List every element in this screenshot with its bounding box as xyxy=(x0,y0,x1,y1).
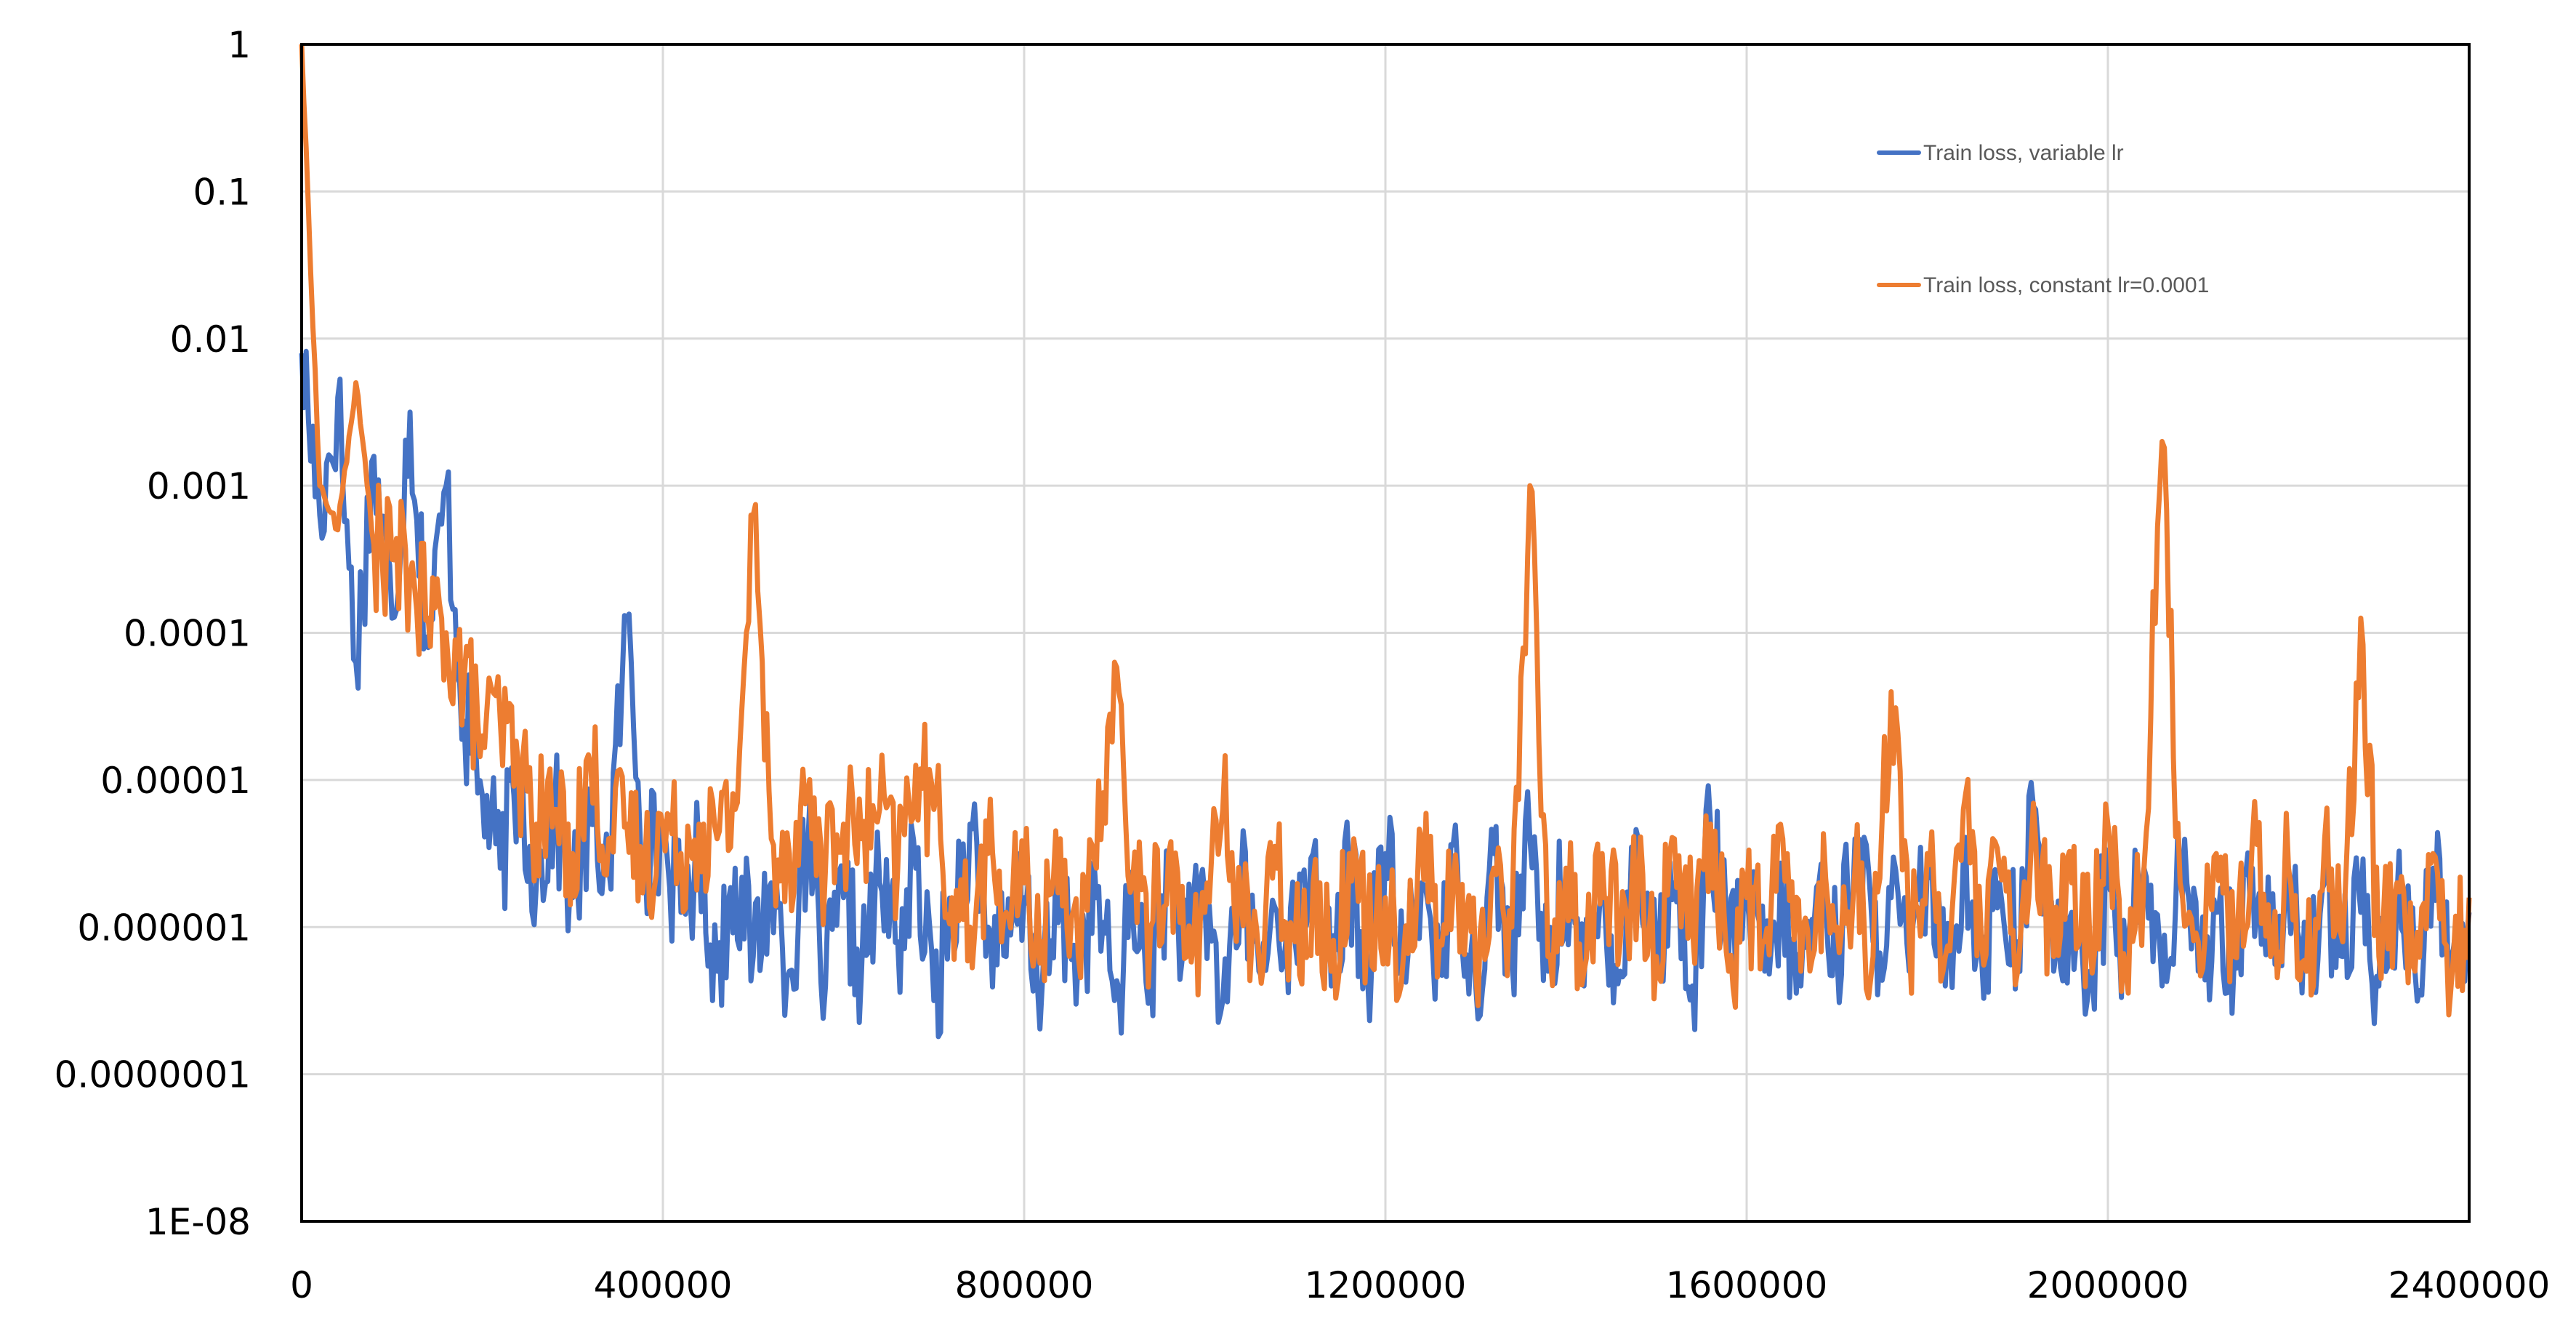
legend-item-constant-lr[interactable]: Train loss, constant lr=0.0001 xyxy=(1877,273,2209,297)
y-tick-label: 1E-08 xyxy=(145,1201,251,1243)
x-tick-label: 2400000 xyxy=(2388,1264,2551,1306)
legend-item-variable-lr[interactable]: Train loss, variable lr xyxy=(1877,141,2124,165)
y-tick-label: 0.000001 xyxy=(77,907,251,949)
y-tick-label: 0.0000001 xyxy=(55,1054,251,1096)
y-tick-label: 0.00001 xyxy=(100,760,251,802)
legend-label-constant-lr: Train loss, constant lr=0.0001 xyxy=(1923,273,2209,297)
x-tick-label: 2000000 xyxy=(2027,1264,2189,1306)
x-tick-label: 800000 xyxy=(955,1264,1094,1306)
x-tick-label: 1600000 xyxy=(1666,1264,1828,1306)
series-constant-lr-line xyxy=(299,44,2472,1018)
x-tick-label: 400000 xyxy=(594,1264,733,1306)
x-axis-ticks: 0 400000 800000 1200000 1600000 2000000 240000… xyxy=(290,1264,2550,1306)
x-tick-label: 0 xyxy=(290,1264,313,1306)
legend: Train loss, variable lr Train loss, cons… xyxy=(1877,141,2209,297)
y-tick-label: 0.01 xyxy=(170,318,251,361)
gridlines xyxy=(300,43,2471,1223)
series-layer xyxy=(299,44,2472,1040)
y-axis-ticks: 1 0.1 0.01 0.001 0.0001 0.00001 0.000001 0.0000… xyxy=(55,24,251,1243)
y-tick-label: 0.001 xyxy=(147,465,251,507)
plot-area-border xyxy=(300,43,2471,1223)
x-tick-label: 1200000 xyxy=(1305,1264,1467,1306)
y-tick-label: 1 xyxy=(228,24,251,66)
y-tick-label: 0.1 xyxy=(193,171,251,213)
legend-label-variable-lr: Train loss, variable lr xyxy=(1923,141,2124,165)
y-tick-label: 0.0001 xyxy=(124,613,251,655)
